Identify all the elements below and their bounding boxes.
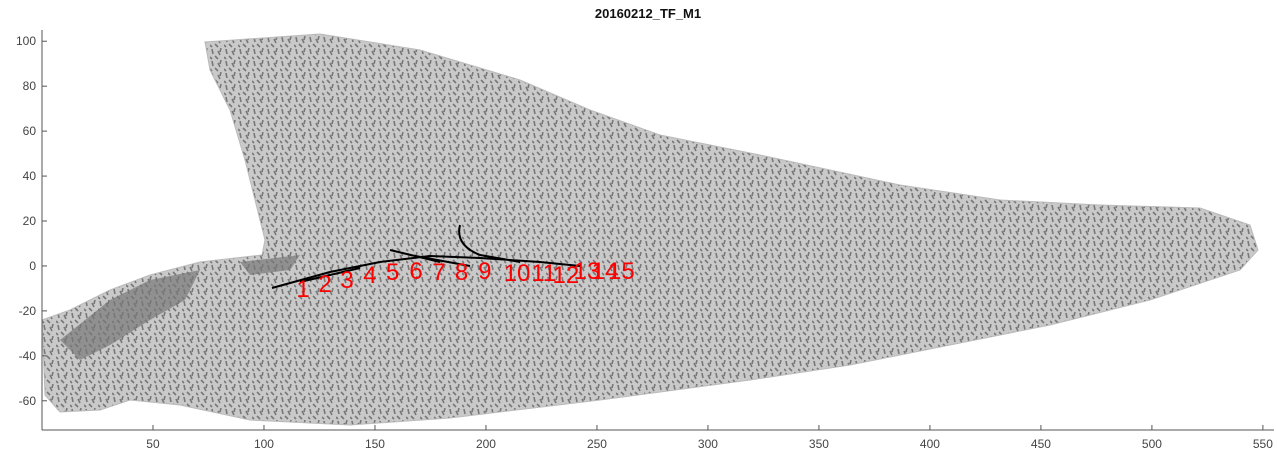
axes (41, 30, 1274, 431)
x-tick-label: 100 (254, 437, 274, 451)
point-label: 8 (455, 259, 468, 286)
point-label: 12 (553, 262, 580, 289)
y-tick-label: -40 (19, 349, 37, 363)
y-tick-label: -60 (19, 394, 37, 408)
x-tick-label: 50 (146, 437, 160, 451)
point-label: 9 (478, 258, 491, 285)
x-tick-label: 500 (1142, 437, 1162, 451)
point-label: 4 (363, 262, 376, 289)
y-tick-label: 60 (23, 124, 37, 138)
tissue (41, 33, 1259, 426)
y-tick-label: 20 (23, 214, 37, 228)
x-tick-label: 200 (476, 437, 496, 451)
point-label: 3 (340, 267, 353, 294)
y-tick-label: 0 (29, 259, 36, 273)
point-label: 2 (318, 271, 331, 298)
point-label: 13 (574, 258, 601, 285)
point-label: 10 (504, 260, 531, 287)
x-tick-label: 250 (587, 437, 607, 451)
x-tick-label: 450 (1031, 437, 1051, 451)
point-label: 1 (296, 276, 309, 303)
y-tick-label: 80 (23, 79, 37, 93)
point-label: 6 (409, 258, 422, 285)
chart-title: 20160212_TF_M1 (595, 6, 701, 21)
point-label: 5 (386, 259, 399, 286)
x-tick-label: 300 (698, 437, 718, 451)
point-label: 15 (608, 258, 635, 285)
y-tick-label: -20 (19, 304, 37, 318)
y-tick-label: 40 (23, 169, 37, 183)
traces (271, 224, 581, 289)
x-tick-label: 350 (809, 437, 829, 451)
tissue-dark (60, 255, 300, 360)
point-label: 11 (531, 260, 556, 287)
x-tick-label: 150 (365, 437, 385, 451)
point-label: 7 (432, 259, 445, 286)
point-label: 14 (592, 258, 619, 285)
y-tick-label: 100 (16, 34, 36, 48)
x-tick-label: 400 (920, 437, 940, 451)
x-tick-label: 550 (1253, 437, 1273, 451)
